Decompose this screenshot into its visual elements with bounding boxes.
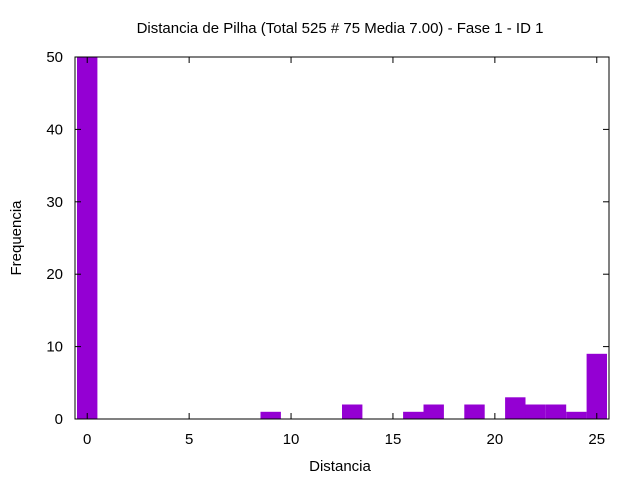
y-tick-label-10: 10 [46,339,63,356]
bar-23 [545,404,567,419]
x-tick-label-25: 25 [588,431,605,448]
x-tick-label-5: 5 [185,431,193,448]
y-tick-label-30: 30 [46,194,63,211]
bar-22 [525,404,546,419]
y-tick-label-20: 20 [46,266,63,283]
bar-21 [505,397,526,419]
bar-0 [77,57,98,419]
bar-19 [464,404,485,419]
x-tick-label-0: 0 [83,431,91,448]
x-tick-label-20: 20 [487,431,504,448]
ticks-group: 0 5 10 15 20 25 0 10 20 30 40 50 [46,49,609,448]
bar-24 [566,411,587,419]
x-tick-label-10: 10 [283,431,300,448]
plot-frame [74,56,610,420]
bar-13 [342,404,363,419]
bars-group [77,57,607,419]
y-tick-label-40: 40 [46,121,63,138]
bar-25 [586,353,607,419]
bar-9 [260,411,281,419]
y-axis-label: Frequencia [8,200,25,276]
chart-title: Distancia de Pilha (Total 525 # 75 Media… [137,20,544,37]
bar-17 [423,404,444,419]
x-axis-label: Distancia [309,458,371,475]
x-tick-label-15: 15 [385,431,402,448]
y-tick-label-50: 50 [46,49,63,66]
bar-16 [403,411,424,419]
y-tick-label-0: 0 [55,411,63,428]
